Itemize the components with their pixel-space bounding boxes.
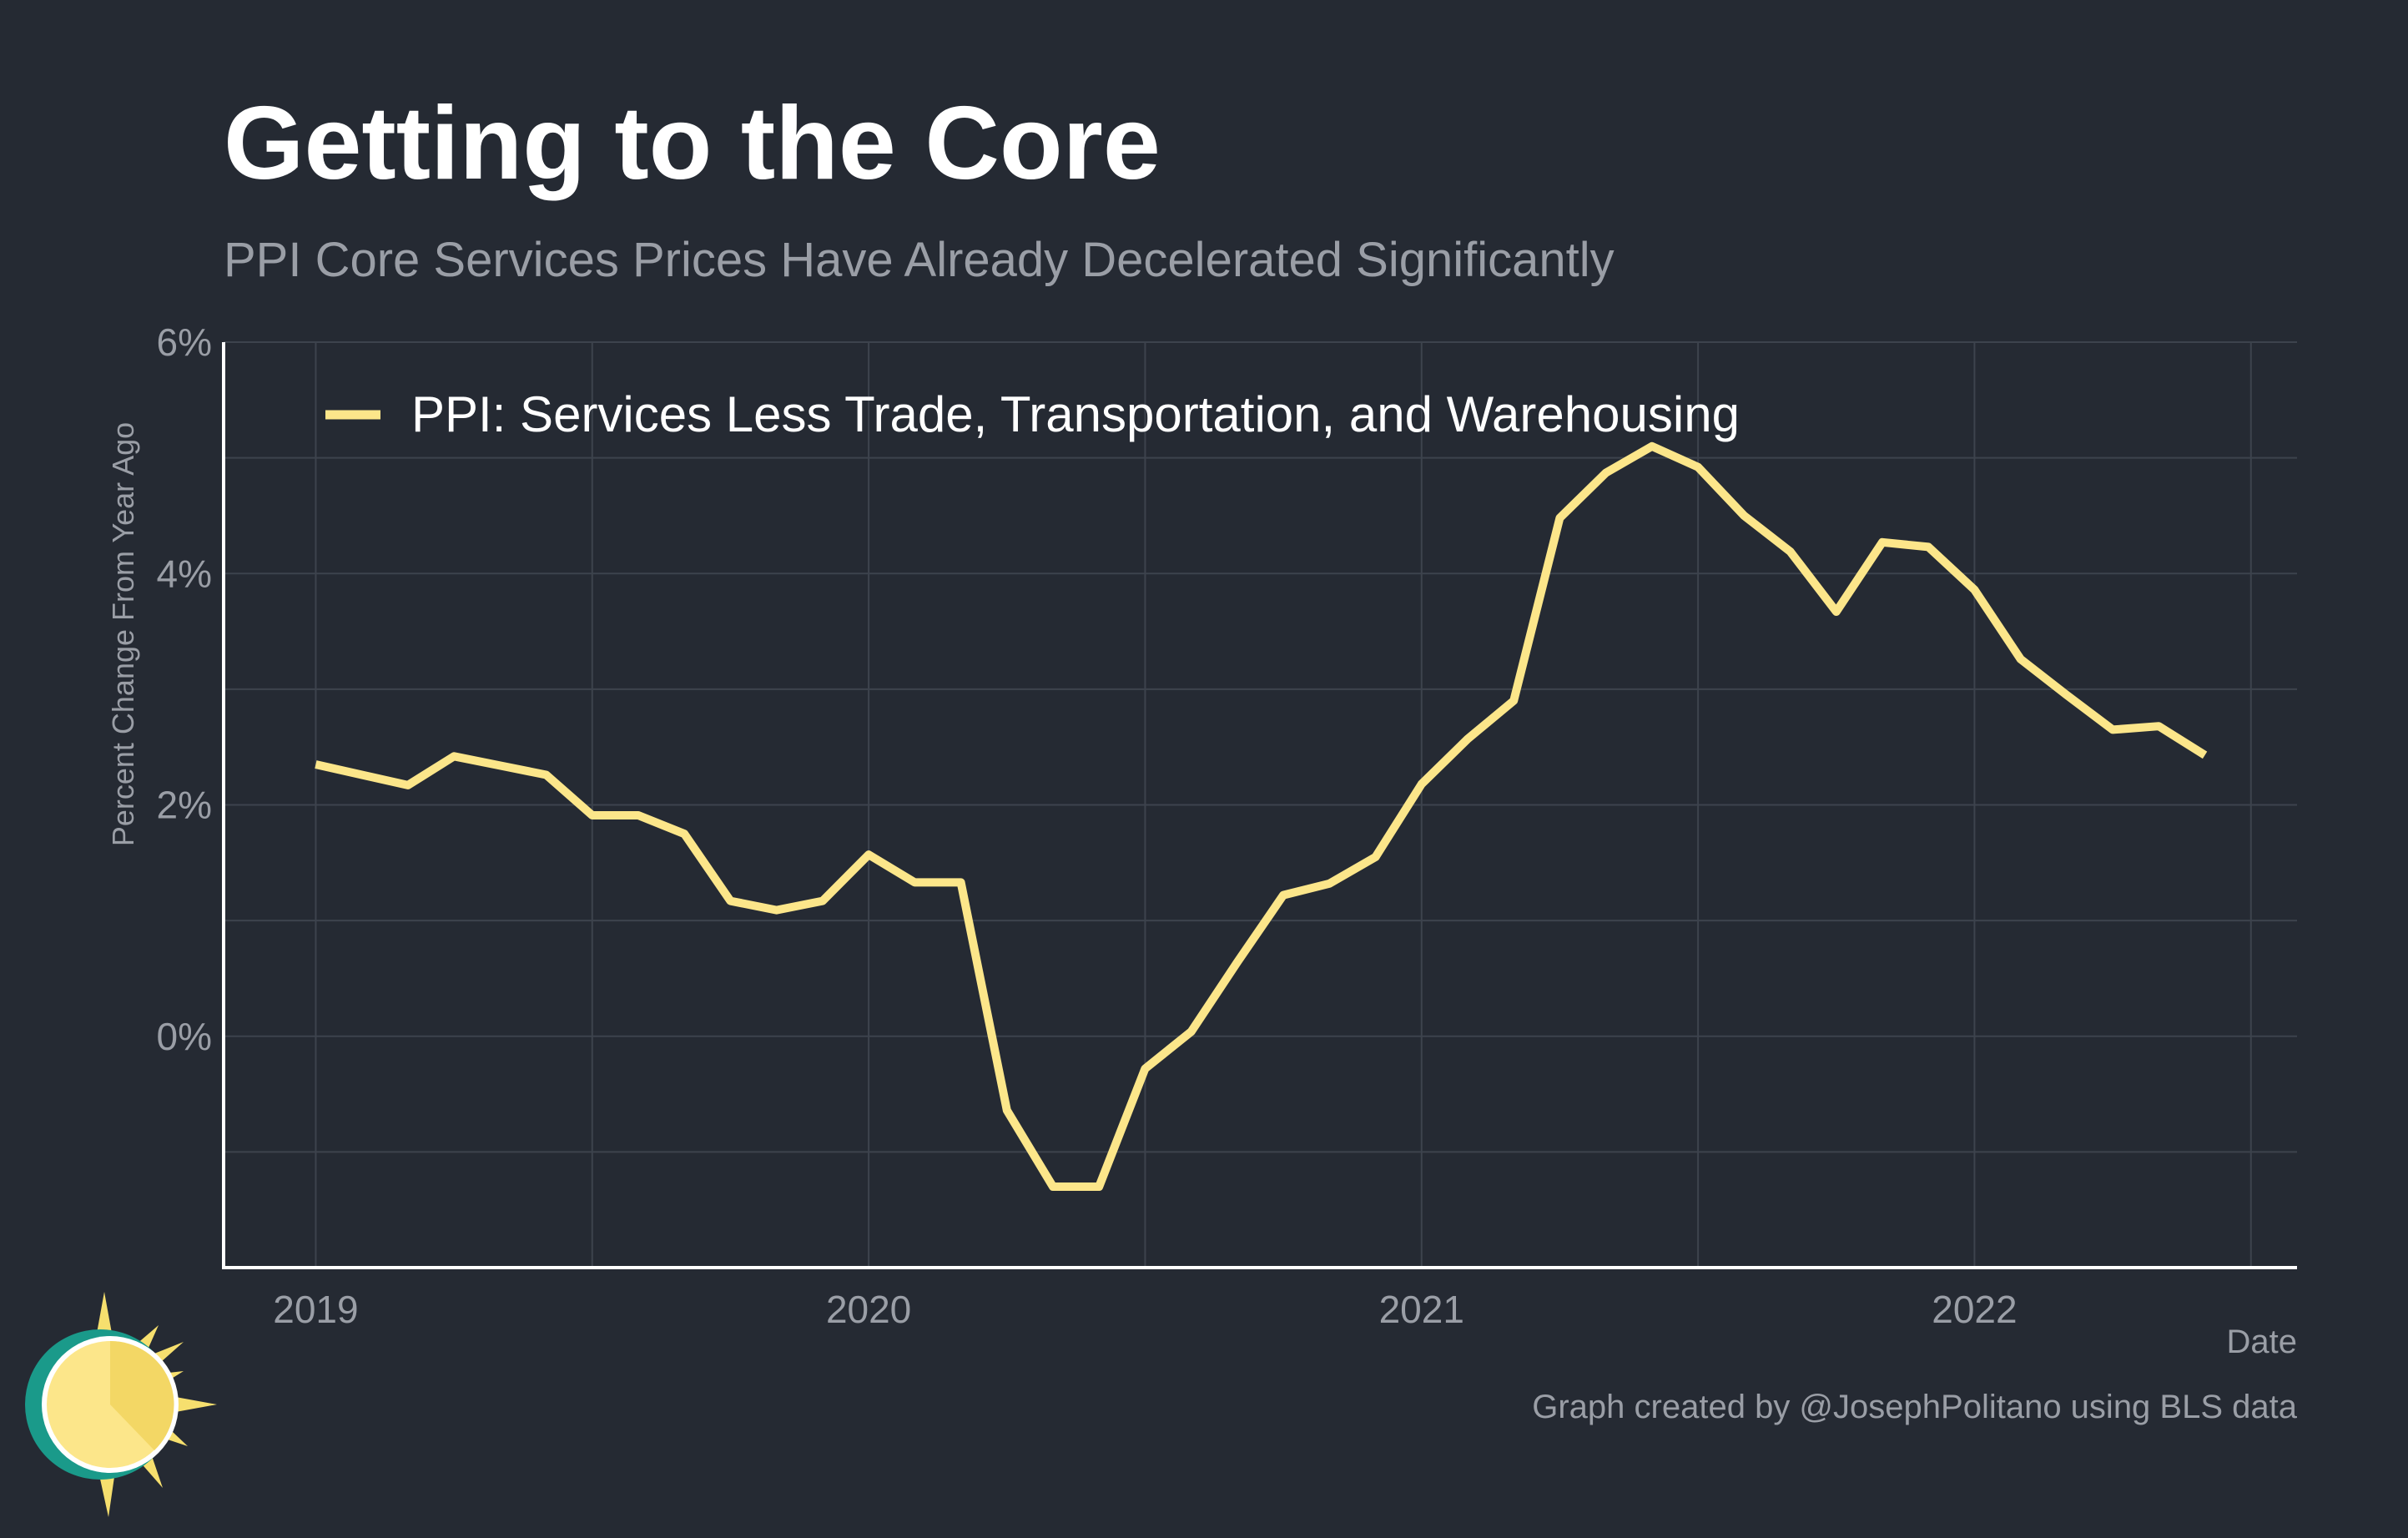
chart-subtitle: PPI Core Services Prices Have Already De… bbox=[224, 233, 1615, 287]
y-tick-label: 6% bbox=[157, 320, 212, 364]
y-tick-label: 4% bbox=[157, 552, 212, 595]
x-tick-label: 2021 bbox=[1379, 1288, 1464, 1331]
sun-logo-icon bbox=[25, 1292, 217, 1517]
series-lines bbox=[315, 441, 2208, 1191]
tick-labels: 0% 2% 4% 6% 2019 2020 2021 2022 bbox=[157, 320, 2018, 1331]
axes bbox=[222, 342, 2297, 1269]
x-axis-label: Date bbox=[2227, 1324, 2298, 1360]
series-line bbox=[315, 441, 2208, 1191]
legend-label: PPI: Services Less Trade, Transportation… bbox=[411, 386, 1740, 442]
legend: PPI: Services Less Trade, Transportation… bbox=[325, 386, 1740, 442]
x-tick-label: 2022 bbox=[1932, 1288, 2017, 1331]
y-tick-label: 0% bbox=[157, 1015, 212, 1058]
chart-title: Getting to the Core bbox=[224, 86, 1161, 201]
x-tick-label: 2020 bbox=[826, 1288, 911, 1331]
source-caption: Graph created by @JosephPolitano using B… bbox=[1532, 1389, 2297, 1425]
grid-lines bbox=[224, 341, 2297, 1268]
y-tick-label: 2% bbox=[157, 784, 212, 827]
x-tick-label: 2019 bbox=[273, 1288, 358, 1331]
y-axis-label: Percent Change From Year Ago bbox=[106, 422, 140, 846]
